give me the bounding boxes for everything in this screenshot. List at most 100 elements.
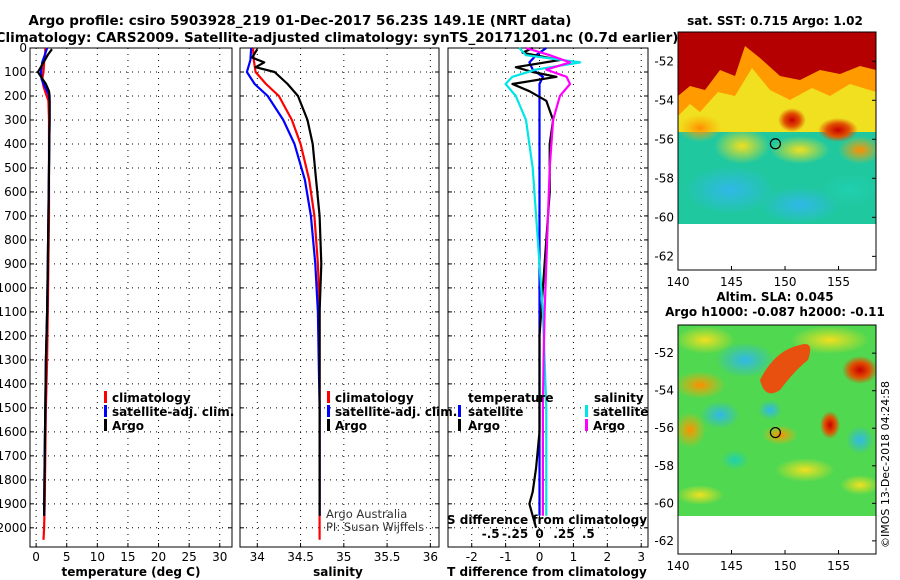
lat-tick-label: -54 <box>654 384 674 398</box>
depth-tick-label: 200 <box>4 89 27 103</box>
x-tick-label: 30 <box>212 550 227 564</box>
s-diff-tick-label: -.25 <box>502 527 528 541</box>
depth-tick-label: 1500 <box>0 401 27 415</box>
lat-tick-label: -58 <box>654 171 674 185</box>
legend-label-s-satellite: satellite <box>593 405 648 419</box>
lon-tick-label: 145 <box>720 275 743 289</box>
depth-tick-label: 100 <box>4 65 27 79</box>
legend-title-temperature: temperature <box>468 391 553 405</box>
s-diff-tick-label: 0 <box>535 527 543 541</box>
depth-tick-label: 0 <box>19 41 27 55</box>
difference-series <box>504 46 582 529</box>
difference-panel: -2 -1 0 1 2 3 -.5 -.25 0 .25 .5 S difference from… <box>447 46 649 579</box>
temperature-tick-labels: 0 5 10 15 20 25 30 <box>32 550 227 564</box>
x-tick-label: 15 <box>120 550 135 564</box>
series-line-climatology <box>251 47 321 540</box>
sla-map-image <box>678 325 876 516</box>
argo-location-marker <box>769 138 781 150</box>
salinity-plot-area <box>239 47 440 548</box>
depth-tick-label: 600 <box>4 185 27 199</box>
depth-tick-label: 1300 <box>0 353 27 367</box>
temperature-series <box>36 47 53 540</box>
legend-swatch-argo <box>104 419 107 431</box>
argo-australia-credit: Argo Australia <box>326 507 407 521</box>
x-tick-label: 36 <box>423 550 438 564</box>
argo-location-marker <box>769 426 781 439</box>
legend-label-climatology: climatology <box>112 391 191 405</box>
s-difference-axis-label: S difference from climatology <box>447 513 647 527</box>
legend-swatch-s-satellite <box>585 405 588 417</box>
legend-swatch-climatology <box>327 391 330 403</box>
x-tick-label: 2 <box>604 550 612 564</box>
x-tick-label: -1 <box>500 550 512 564</box>
legend-label-t-satellite: satellite <box>468 405 523 419</box>
figure-title-line1: Argo profile: csiro 5903928_219 01-Dec-2… <box>29 13 572 29</box>
series-line-satellite-adj-clim- <box>245 47 321 516</box>
x-tick-label: 20 <box>151 550 166 564</box>
lon-tick-label: 145 <box>720 559 743 573</box>
difference-grid <box>448 47 648 547</box>
lat-tick-label: -56 <box>654 421 674 435</box>
temperature-plot-area <box>29 47 233 548</box>
depth-tick-label: 1800 <box>0 473 27 487</box>
x-tick-label: 34 <box>250 550 265 564</box>
salinity-series <box>245 47 323 540</box>
x-tick-label: 1 <box>570 550 578 564</box>
legend-swatch-t-satellite <box>458 405 461 417</box>
depth-tick-label: 400 <box>4 137 27 151</box>
sla-map-subtitle: Argo h1000: -0.087 h2000: -0.11 <box>665 305 885 319</box>
lon-tick-label: 140 <box>667 559 690 573</box>
depth-tick-label: 1400 <box>0 377 27 391</box>
difference-plot-area <box>447 47 649 548</box>
x-tick-label: 34.5 <box>287 550 314 564</box>
salinity-panel: 34 34.5 35 35.5 36 salinity climatology sate… <box>239 47 457 579</box>
lon-tick-label: 140 <box>667 275 690 289</box>
lat-tick-label: -56 <box>654 132 674 146</box>
sst-map-image <box>678 32 876 224</box>
x-tick-label: -2 <box>466 550 478 564</box>
depth-tick-label: 1600 <box>0 425 27 439</box>
legend-label-argo: Argo <box>335 419 367 433</box>
legend-swatch-satellite <box>104 405 107 417</box>
depth-tick-labels: 0 100 200 300 400 500 600 700 800 900 1000 1100 1200… <box>0 41 27 535</box>
lat-tick-label: -52 <box>654 54 674 68</box>
salinity-legend: climatology satellite-adj. clim. Argo <box>327 391 457 433</box>
series-line-argo <box>251 48 323 516</box>
depth-tick-label: 500 <box>4 161 27 175</box>
legend-label-satellite: satellite-adj. clim. <box>112 405 234 419</box>
lon-tick-label: 150 <box>774 275 797 289</box>
s-diff-tick-label: .25 <box>553 527 574 541</box>
depth-tick-label: 1900 <box>0 497 27 511</box>
sla-map-title: Altim. SLA: 0.045 <box>716 290 833 304</box>
x-tick-label: 25 <box>182 550 197 564</box>
series-line-salinity-argo <box>525 46 572 516</box>
t-difference-axis-label: T difference from climatology <box>447 565 647 579</box>
lat-tick-label: -62 <box>654 249 674 263</box>
legend-label-s-argo: Argo <box>593 419 625 433</box>
sla-map-panel: Altim. SLA: 0.045 Argo h1000: -0.087 h20… <box>654 290 884 573</box>
depth-tick-label: 1700 <box>0 449 27 463</box>
x-tick-label: 3 <box>637 550 645 564</box>
sst-map-panel: sat. SST: 0.715 Argo: 1.02 140 145 150 155 -… <box>654 14 877 289</box>
temperature-axis-label: temperature (deg C) <box>62 565 201 579</box>
lat-tick-label: -62 <box>654 534 674 548</box>
depth-tick-label: 700 <box>4 209 27 223</box>
x-tick-label: 0 <box>32 550 40 564</box>
x-tick-label: 35.5 <box>374 550 401 564</box>
sst-map-title: sat. SST: 0.715 Argo: 1.02 <box>687 14 863 28</box>
legend-label-argo: Argo <box>112 419 144 433</box>
x-tick-label: 0 <box>536 550 544 564</box>
salinity-tick-labels: 34 34.5 35 35.5 36 <box>250 550 438 564</box>
legend-swatch-t-argo <box>458 419 461 431</box>
pi-credit: PI: Susan Wijffels <box>326 520 424 534</box>
legend-swatch-s-argo <box>585 419 588 431</box>
lon-tick-label: 155 <box>827 275 850 289</box>
lat-tick-label: -60 <box>654 496 674 510</box>
sla-map-frame <box>677 324 877 555</box>
x-tick-label: 5 <box>63 550 71 564</box>
depth-tick-label: 900 <box>4 257 27 271</box>
depth-tick-label: 300 <box>4 113 27 127</box>
lat-tick-label: -54 <box>654 93 674 107</box>
t-difference-tick-labels: -2 -1 0 1 2 3 <box>466 550 645 564</box>
